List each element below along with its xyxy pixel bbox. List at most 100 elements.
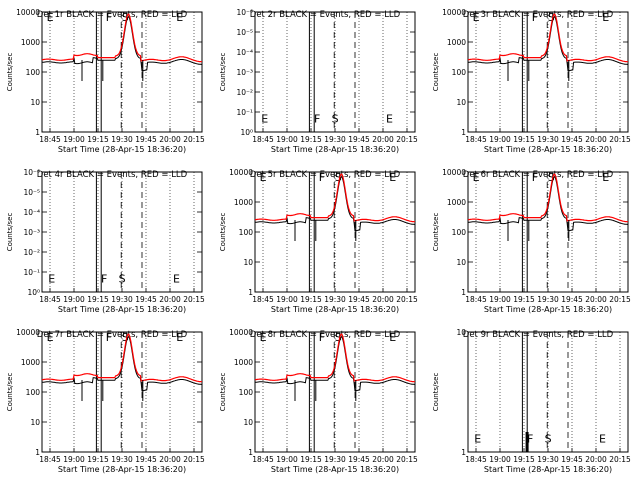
phase-marker: F	[314, 112, 320, 125]
detector-panel-4: Det 4r BLACK = Events, RED = LLD 10⁰ 10⁻¹ 1…	[6, 168, 205, 314]
phase-marker: E	[389, 331, 396, 344]
x-tick-label: 20:00	[159, 135, 181, 144]
x-tick-label: 18:45	[465, 455, 487, 464]
x-tick-label: 18:45	[39, 455, 61, 464]
y-axis-label: Counts/sec	[6, 213, 14, 252]
y-tick-label: 100	[239, 228, 254, 237]
events-series	[41, 336, 202, 392]
y-tick-label: 10⁻¹	[236, 108, 253, 117]
x-tick-label: 19:45	[561, 295, 583, 304]
phase-marker: F	[106, 331, 112, 344]
events-series	[41, 16, 202, 72]
detector-panel-1: Det 1r BLACK = Events, RED = LLD 1 10 100 10…	[6, 8, 205, 154]
x-tick-label: 20:15	[396, 295, 418, 304]
lld-series	[41, 13, 202, 63]
x-tick-label: 19:30	[324, 295, 346, 304]
y-axis-label: Counts/sec	[219, 53, 227, 92]
x-axis-label: Start Time (28-Apr-15 18:36:20)	[484, 145, 612, 154]
y-tick-label: 1	[461, 128, 466, 137]
events-series	[467, 16, 628, 72]
x-tick-label: 19:30	[111, 455, 133, 464]
x-tick-label: 20:15	[609, 135, 631, 144]
y-axis-label: Counts/sec	[6, 373, 14, 412]
x-tick-label: 19:15	[300, 295, 322, 304]
y-tick-label: 1000	[234, 198, 253, 207]
x-axis-label: Start Time (28-Apr-15 18:36:20)	[484, 465, 612, 474]
panel-title: Det 1r BLACK = Events, RED = LLD	[37, 10, 188, 20]
x-tick-label: 20:00	[159, 295, 181, 304]
x-axis-label: Start Time (28-Apr-15 18:36:20)	[271, 465, 399, 474]
y-tick-label: 10⁻⁴	[236, 48, 253, 57]
y-tick-label: 10	[243, 418, 253, 427]
detector-panel-3: Det 3r BLACK = Events, RED = LLD 1 10 100 10…	[432, 8, 631, 154]
x-tick-label: 20:00	[372, 135, 394, 144]
x-tick-label: 19:30	[537, 455, 559, 464]
x-tick-label: 19:30	[324, 135, 346, 144]
phase-marker: S	[122, 11, 129, 24]
x-tick-label: 19:00	[63, 295, 85, 304]
x-tick-label: 20:15	[609, 455, 631, 464]
y-tick-label: 10	[243, 258, 253, 267]
y-tick-label: 10⁰	[27, 288, 40, 297]
y-tick-label: 10000	[442, 168, 466, 177]
y-tick-label: 10⁻²	[236, 88, 253, 97]
lld-series	[467, 173, 628, 223]
phase-marker: E	[602, 171, 609, 184]
phase-marker: S	[119, 272, 126, 285]
detector-panel-8: Det 8r BLACK = Events, RED = LLD 1 10 100 10…	[219, 328, 418, 474]
y-tick-label: 10⁻⁶	[236, 8, 253, 17]
events-series	[467, 176, 628, 232]
x-tick-label: 20:15	[396, 455, 418, 464]
x-tick-label: 20:00	[159, 455, 181, 464]
phase-marker: E	[47, 331, 54, 344]
y-axis-label: Counts/sec	[432, 373, 440, 412]
x-tick-label: 19:45	[561, 455, 583, 464]
x-tick-label: 19:45	[135, 135, 157, 144]
panel-title: Det 5r BLACK = Events, RED = LLD	[250, 170, 401, 180]
panel-title: Det 8r BLACK = Events, RED = LLD	[250, 330, 401, 340]
phase-marker: E	[602, 11, 609, 24]
x-tick-label: 18:45	[39, 135, 61, 144]
x-tick-label: 19:30	[324, 455, 346, 464]
x-axis-label: Start Time (28-Apr-15 18:36:20)	[484, 305, 612, 314]
x-tick-label: 19:45	[135, 295, 157, 304]
y-tick-label: 10000	[16, 8, 40, 17]
y-tick-label: 10000	[229, 328, 253, 337]
x-tick-label: 19:00	[276, 455, 298, 464]
x-tick-label: 19:15	[87, 455, 109, 464]
y-tick-label: 10⁻³	[23, 228, 40, 237]
y-tick-label: 10⁻²	[23, 248, 40, 257]
events-series	[254, 336, 415, 392]
y-tick-label: 1	[248, 288, 253, 297]
phase-marker: E	[48, 272, 55, 285]
y-tick-label: 100	[452, 228, 467, 237]
lld-series	[254, 333, 415, 383]
x-axis-label: Start Time (28-Apr-15 18:36:20)	[58, 305, 186, 314]
y-tick-label: 100	[26, 68, 41, 77]
x-tick-label: 19:45	[348, 295, 370, 304]
y-tick-label: 10000	[442, 8, 466, 17]
y-tick-label: 1	[35, 128, 40, 137]
x-tick-label: 20:15	[609, 295, 631, 304]
x-axis-label: Start Time (28-Apr-15 18:36:20)	[271, 145, 399, 154]
x-tick-label: 18:45	[39, 295, 61, 304]
phase-marker: S	[548, 11, 555, 24]
y-tick-label: 100	[239, 388, 254, 397]
x-tick-label: 19:00	[489, 135, 511, 144]
x-tick-label: 19:00	[63, 135, 85, 144]
x-tick-label: 18:45	[465, 135, 487, 144]
phase-marker: E	[473, 171, 480, 184]
x-tick-label: 19:15	[513, 135, 535, 144]
y-tick-label: 1000	[447, 198, 466, 207]
phase-marker: F	[319, 331, 325, 344]
y-tick-label: 1000	[21, 38, 40, 47]
x-tick-label: 20:00	[585, 135, 607, 144]
detector-panel-2: Det 2r BLACK = Events, RED = LLD 10⁰ 10⁻¹ 1…	[219, 8, 418, 154]
x-tick-label: 19:30	[537, 135, 559, 144]
x-tick-label: 20:15	[183, 455, 205, 464]
x-tick-label: 19:00	[63, 455, 85, 464]
x-tick-label: 19:00	[276, 135, 298, 144]
y-tick-label: 10⁻⁴	[23, 208, 40, 217]
y-tick-label: 1	[35, 448, 40, 457]
panel-title: Det 4r BLACK = Events, RED = LLD	[37, 170, 188, 180]
